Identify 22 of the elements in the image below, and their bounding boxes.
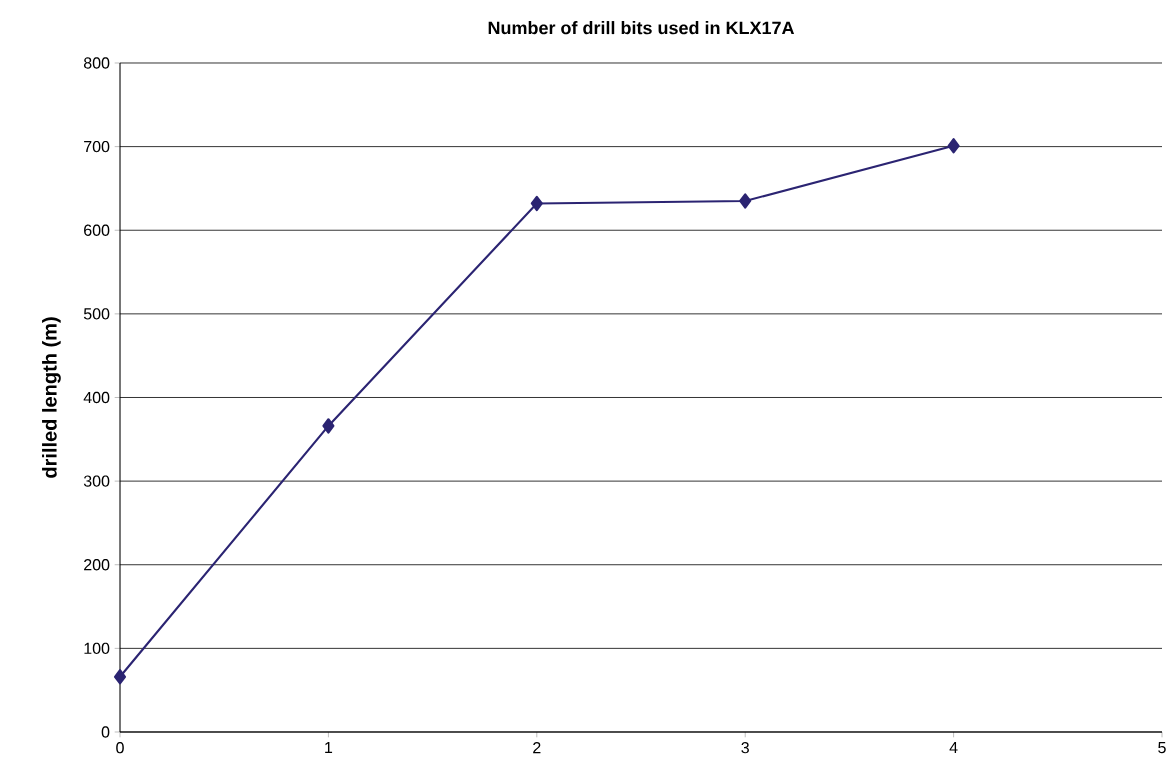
y-tick-label: 700 <box>84 140 110 153</box>
y-tick-label: 0 <box>101 726 110 738</box>
x-tick-label: 1 <box>325 742 333 754</box>
x-tick-label: 2 <box>533 742 541 754</box>
y-tick-label: 300 <box>83 475 110 487</box>
point <box>113 669 127 685</box>
y-axis-title: drilled length (m) <box>42 317 61 478</box>
point <box>322 418 335 434</box>
y-tick-label: 200 <box>84 559 110 571</box>
y-tick-label: 400 <box>83 391 110 404</box>
point <box>739 193 752 209</box>
chart-title: Number of drill bits used in KLX17A <box>488 21 795 35</box>
y-tick-label: 800 <box>83 57 110 69</box>
x-tick-label: 0 <box>116 742 124 754</box>
y-tick-label: 600 <box>84 224 110 236</box>
x-tick-label: 3 <box>741 742 749 754</box>
x-tick-label: 5 <box>1158 742 1166 754</box>
y-tick-label: 100 <box>84 642 110 655</box>
point <box>530 195 543 212</box>
point <box>947 138 960 154</box>
x-tick-label: 4 <box>949 742 958 754</box>
y-tick-label: 500 <box>83 308 110 320</box>
